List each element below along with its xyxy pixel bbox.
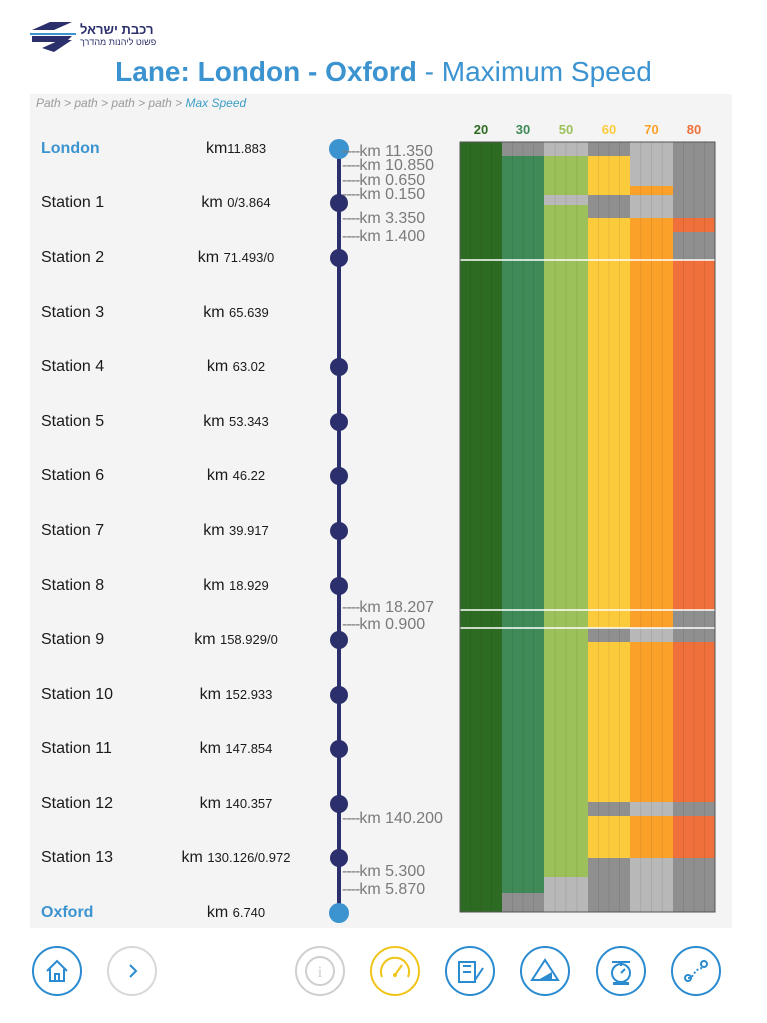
station-name: Station 1 — [41, 194, 105, 211]
bottom-nav: i — [0, 946, 767, 1006]
station-stop-dot[interactable] — [330, 522, 348, 540]
station-name: Station 8 — [41, 577, 105, 594]
km-marker: ----km 5.300 — [342, 863, 426, 880]
station-stop-dot[interactable] — [330, 631, 348, 649]
speed-header-60: 60 — [601, 122, 617, 137]
station-km: km 18.929 — [203, 577, 269, 594]
station-km: km 6.740 — [206, 904, 266, 921]
km-marker: ----km 0.150 — [342, 186, 426, 203]
station-km: km 147.854 — [199, 740, 273, 757]
route-icon — [684, 960, 708, 982]
breadcrumb-current: Max Speed — [185, 96, 247, 110]
info-button[interactable]: i — [295, 946, 345, 996]
home-button[interactable] — [32, 946, 82, 996]
slope-icon — [530, 958, 560, 981]
km-marker: ----km 140.200 — [342, 810, 443, 827]
km-marker: ----km 18.207 — [342, 599, 435, 616]
station-km: km 0/3.864 — [201, 194, 271, 211]
station-name: Station 9 — [41, 631, 105, 648]
breadcrumb-path[interactable]: Path > path > path > path > — [36, 96, 186, 110]
station-km: km 152.933 — [199, 686, 273, 703]
station-km: km 53.343 — [203, 413, 269, 430]
terminal-stop-dot[interactable] — [329, 139, 349, 159]
station-edit-button[interactable] — [445, 946, 495, 996]
station-name: Station 7 — [41, 522, 105, 539]
station-name: Station 5 — [41, 413, 105, 430]
station-km: km 71.493/0 — [197, 249, 275, 266]
station-name: Station 2 — [41, 249, 105, 266]
station-km: km 63.02 — [206, 358, 266, 375]
station-km: km 140.357 — [199, 795, 273, 812]
station-name: Station 4 — [41, 358, 105, 375]
title-suffix: - Maximum Speed — [416, 56, 652, 87]
station-stop-dot[interactable] — [330, 577, 348, 595]
terminal-stop-dot[interactable] — [329, 903, 349, 923]
info-icon: i — [305, 956, 335, 986]
route-button[interactable] — [671, 946, 721, 996]
station-km: km 158.929/0 — [194, 631, 278, 648]
station-name: Station 13 — [41, 849, 114, 866]
logo-subtitle: פשוט ליהנות מהדרך — [80, 37, 157, 47]
km-marker: ----km 5.870 — [342, 881, 426, 898]
speedometer-icon — [380, 956, 410, 978]
speed-header-20: 20 — [473, 122, 489, 137]
station-stop-dot[interactable] — [330, 413, 348, 431]
station-name: Station 10 — [41, 686, 114, 703]
station-name: Station 6 — [41, 467, 105, 484]
km-marker: ----km 10.850 — [342, 157, 435, 174]
station-name: Station 3 — [41, 304, 105, 321]
scale-button[interactable] — [596, 946, 646, 996]
speed-header-50: 50 — [558, 122, 574, 137]
speed-header-30: 30 — [515, 122, 531, 137]
station-km: km 39.917 — [203, 522, 269, 539]
km-marker: ----km 3.350 — [342, 210, 426, 227]
station-name: London — [41, 140, 100, 157]
station-km: km 46.22 — [206, 467, 266, 484]
israel-railways-logo-icon — [30, 22, 76, 52]
scale-icon — [611, 961, 631, 985]
speed-header-70: 70 — [644, 122, 659, 137]
station-stop-dot[interactable] — [330, 795, 348, 813]
next-button[interactable] — [107, 946, 157, 996]
station-km: km 65.639 — [203, 304, 269, 321]
station-km: km11.883 — [205, 140, 267, 157]
km-marker: ----km 11.350 — [342, 143, 433, 160]
speed-header-80: 80 — [686, 122, 702, 137]
station-km: km 130.126/0.972 — [181, 849, 291, 866]
slope-button[interactable] — [520, 946, 570, 996]
station-name: Oxford — [41, 904, 94, 921]
title-lane: Lane: London - Oxford — [115, 56, 417, 87]
station-stop-dot[interactable] — [330, 849, 348, 867]
page-title: Lane: London - Oxford - Maximum Speed — [0, 56, 767, 88]
station-name: Station 11 — [41, 740, 112, 757]
km-marker: ----km 0.650 — [342, 172, 426, 189]
svg-text:i: i — [318, 964, 323, 981]
breadcrumb: Path > path > path > path > Max Speed — [36, 96, 246, 110]
km-marker: ----km 0.900 — [342, 616, 426, 633]
station-stop-dot[interactable] — [330, 740, 348, 758]
station-stop-dot[interactable] — [330, 358, 348, 376]
station-name: Station 12 — [41, 795, 114, 812]
station-stop-dot[interactable] — [330, 194, 348, 212]
max-speed-button[interactable] — [370, 946, 420, 996]
next-icon — [129, 964, 138, 978]
station-stop-dot[interactable] — [330, 467, 348, 485]
station-edit-icon — [458, 961, 484, 983]
km-marker: ----km 1.400 — [342, 228, 426, 245]
home-icon — [46, 959, 68, 982]
station-stop-dot[interactable] — [330, 249, 348, 267]
station-stop-dot[interactable] — [330, 686, 348, 704]
logo-title: רכבת ישראל — [80, 22, 154, 37]
